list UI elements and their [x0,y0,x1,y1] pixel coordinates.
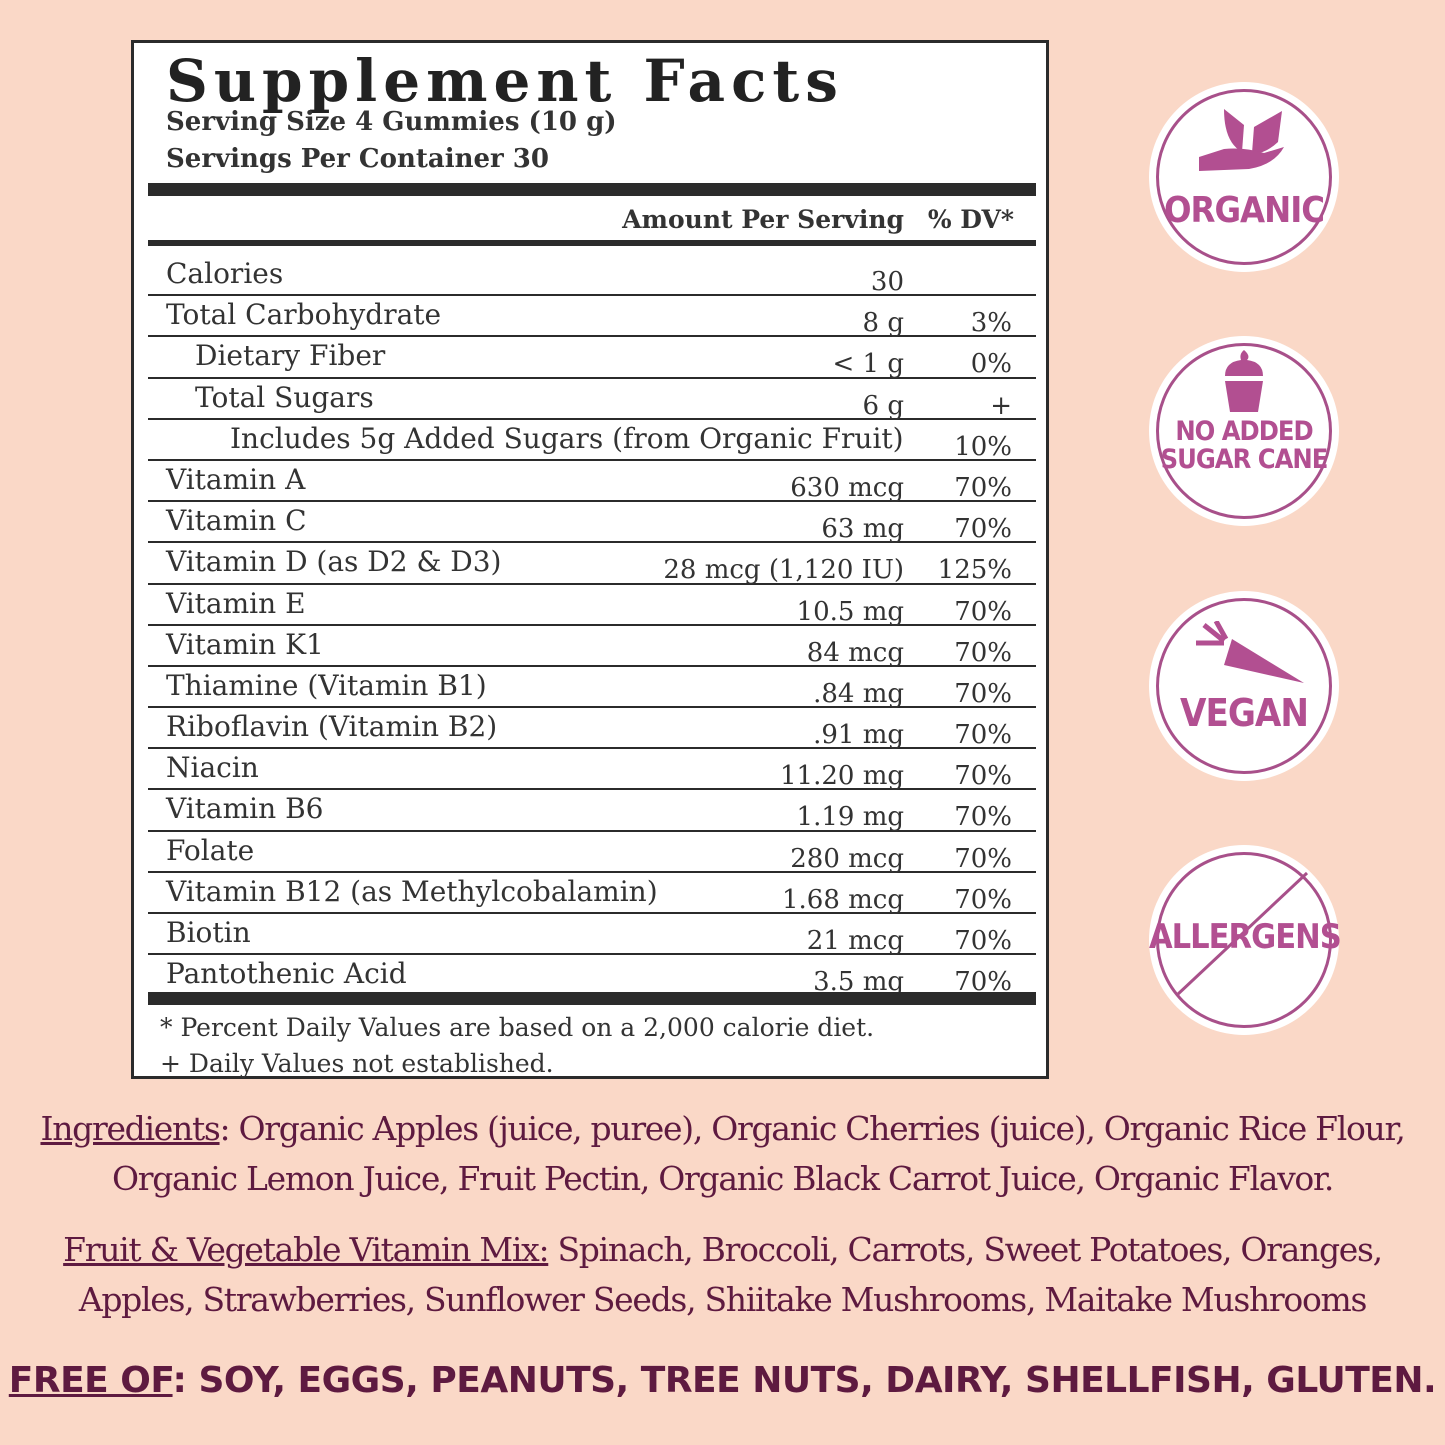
nutrient-row: Thiamine (Vitamin B1) .84 mg 70% [148,667,1036,709]
nutrient-dv: 70% [954,472,1012,503]
divider-thick [148,992,1036,1005]
nutrient-dv: 125% [937,555,1012,586]
nutrient-name: Vitamin A [166,462,306,496]
strikethrough-icon [1175,871,1309,997]
nutrient-name: Riboflavin (Vitamin B2) [166,710,498,744]
header-amount: Amount Per Serving [622,205,904,234]
nutrient-dv: 70% [954,720,1012,751]
nutrient-amount: 63 mg [821,514,904,545]
nutrient-name: Niacin [166,751,259,785]
nutrient-dv: 70% [954,926,1012,956]
nutrient-name: Vitamin C [166,504,307,538]
nutrient-row: Total Sugars 6 g + [148,379,1036,421]
cupcake-icon [1225,350,1263,412]
nutrient-dv: 70% [954,884,1012,915]
nutrient-row: Vitamin E 10.5 mg 70% [148,585,1036,627]
panel-title: Supplement Facts [166,47,844,115]
divider-thick [148,183,1036,196]
ingredients-label: Ingredients [40,1109,220,1148]
nutrient-row: Riboflavin (Vitamin B2) .91 mg 70% [148,708,1036,751]
nutrient-row: Pantothenic Acid 3.5 mg 70% [148,955,1036,997]
divider-medium [148,240,1036,246]
nutrient-row: Vitamin C 63 mg 70% [148,502,1036,545]
organic-badge: ORGANIC [1149,82,1339,272]
nutrient-dv: 70% [954,596,1012,627]
vitamin-mix-label: Fruit & Vegetable Vitamin Mix: [63,1230,549,1269]
nutrient-row: Calories 30 [148,255,1036,297]
nutrient-row: Vitamin B12 (as Methylcobalamin) 1.68 mcg… [148,873,1036,915]
nutrient-dv: 0% [970,349,1012,380]
nutrient-name: Total Carbohydrate [166,298,442,332]
nutrient-name: Pantothenic Acid [166,957,407,991]
nutrient-amount: 6 g [862,390,904,421]
nutrient-amount: 1.68 mcg [781,884,904,915]
nutrient-row: Includes 5g Added Sugars (from Organic F… [148,420,1036,462]
no-added-sugar-badge: NO ADDED SUGAR CANE [1149,336,1339,526]
nutrient-row: Vitamin K1 84 mcg 70% [148,626,1036,668]
allergens-badge: ALLERGENS [1149,845,1342,1035]
nutrient-dv: 70% [954,761,1012,792]
nutrient-row: Folate 280 mcg 70% [148,832,1036,874]
nutrient-row: Niacin 11.20 mg 70% [148,749,1036,792]
ingredients: Ingredients: Organic Apples (juice, pure… [40,1109,1405,1198]
nutrient-dv: 3% [970,308,1012,339]
nutrient-row: Vitamin B6 1.19 mg 70% [148,790,1036,833]
nutrient-amount: 10.5 mg [796,596,904,627]
nutrient-name: Vitamin B6 [166,792,324,826]
vegan-badge: VEGAN [1149,591,1339,781]
nutrient-row: Vitamin D (as D2 & D3) 28 mcg (1,120 IU) 1… [148,543,1036,586]
nutrient-dv: 10% [954,431,1012,462]
nutrient-amount: .84 mg [813,678,904,709]
nutrient-name: Vitamin E [166,586,306,620]
nutrient-amount: 630 mcg [790,472,904,503]
nutrient-name: Thiamine (Vitamin B1) [166,668,487,702]
badge-text: ALLERGENS [1149,917,1342,957]
free-of: FREE OF: SOY, EGGS, PEANUTS, TREE NUTS, … [8,1360,1437,1401]
footnote-plus: + Daily Values not established. [160,1049,554,1078]
nutrient-name: Vitamin K1 [166,627,324,661]
footnote-dv: * Percent Daily Values are based on a 2,… [160,1013,875,1042]
nutrient-dv: 70% [954,637,1012,668]
nutrient-dv: 70% [954,514,1012,545]
nutrient-amount: 30 [870,267,904,297]
hand-leaves-icon [1199,109,1284,171]
nutrient-amount: 21 mcg [806,926,904,956]
nutrient-dv: 70% [954,678,1012,709]
nutrient-amount: 280 mcg [790,843,904,874]
nutrient-name: Folate [166,833,255,867]
header-dv: % DV* [927,205,1014,234]
nutrient-dv: 70% [954,843,1012,874]
nutrient-dv: + [990,390,1012,421]
badge-text: ORGANIC [1163,190,1325,231]
free-of-label: FREE OF [8,1360,173,1401]
nutrient-name: Includes 5g Added Sugars (from Organic F… [230,421,904,455]
nutrient-name: Biotin [166,916,251,949]
nutrient-row: Vitamin A 630 mcg 70% [148,461,1036,503]
nutrient-dv: 70% [954,802,1012,833]
nutrient-table: Calories 30 Total Carbohydrate 8 g 3% Dietary… [148,255,1036,997]
nutrient-amount: 1.19 mg [796,802,904,833]
nutrient-amount: 11.20 mg [780,761,904,792]
nutrient-amount: 28 mcg (1,120 IU) [663,555,904,586]
nutrient-row: Dietary Fiber < 1 g 0% [148,337,1036,380]
badge-text: NO ADDED SUGAR CANE [1160,416,1329,475]
nutrient-name: Vitamin B12 (as Methylcobalamin) [166,874,658,908]
nutrient-row: Biotin 21 mcg 70% [148,914,1036,956]
nutrient-name: Total Sugars [195,380,374,414]
vitamin-mix: Fruit & Vegetable Vitamin Mix: Spinach, … [63,1230,1383,1319]
servings-per-container: Servings Per Container 30 [166,144,549,174]
nutrient-name: Dietary Fiber [195,339,386,373]
nutrient-amount: < 1 g [832,349,905,380]
supplement-facts-panel: Supplement Facts Serving Size 4 Gummies … [131,40,1049,1079]
nutrient-name: Calories [166,257,284,290]
nutrient-amount: 84 mcg [806,637,904,668]
nutrient-amount: .91 mg [813,720,904,751]
badge-text: VEGAN [1180,691,1309,735]
nutrient-name: Vitamin D (as D2 & D3) [166,545,502,579]
carrot-icon [1196,621,1304,683]
nutrient-amount: 8 g [862,308,904,339]
nutrient-row: Total Carbohydrate 8 g 3% [148,296,1036,339]
serving-size: Serving Size 4 Gummies (10 g) [166,107,617,137]
